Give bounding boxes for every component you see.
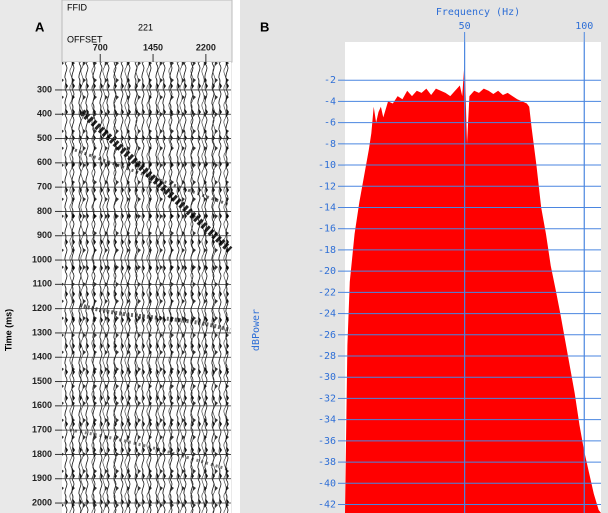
x-axis-label: Frequency (Hz) [436,7,520,18]
y-tick-label: -8 [324,139,336,150]
y-tick-label: 1700 [32,425,52,435]
x-tick-label: 50 [459,21,471,32]
y-tick-label: 800 [37,206,52,216]
y-tick-label: 700 [37,182,52,192]
y-tick-label: -26 [318,330,336,341]
y-tick-label: 1500 [32,376,52,386]
seismic-event [79,109,233,253]
y-tick-label: 500 [37,133,52,143]
y-tick-label: -38 [318,457,336,468]
y-axis-label: Time (ms) [3,309,13,351]
y-tick-label: -36 [318,436,336,447]
y-tick-label: 1300 [32,327,52,337]
y-tick-label: -6 [324,118,336,129]
seismic-event [69,428,231,472]
y-tick-label: -30 [318,372,336,383]
y-tick-label: 300 [37,84,52,94]
x-tick-label: 100 [575,21,593,32]
y-tick-label: 2000 [32,497,52,507]
y-tick-label: 1200 [32,303,52,313]
y-tick-label: 1400 [32,352,52,362]
y-tick-label: -28 [318,351,336,362]
x-tick-label: 1450 [143,42,163,52]
y-tick-label: -12 [318,181,336,192]
panel-label: A [35,19,45,34]
y-tick-label: -34 [318,415,336,426]
y-tick-label: -4 [324,96,336,107]
y-tick-label: 1800 [32,449,52,459]
y-tick-label: -32 [318,393,336,404]
y-tick-label: -2 [324,75,336,86]
offset-label: OFFSET [67,34,103,44]
ffid-label: FFID [67,2,87,12]
panel-label: B [260,19,269,34]
y-tick-label: 1900 [32,473,52,483]
y-tick-label: -20 [318,266,336,277]
y-tick-label: -42 [318,500,336,511]
y-tick-label: 1100 [32,279,52,289]
y-tick-label: -10 [318,160,336,171]
y-tick-label: -16 [318,224,336,235]
y-tick-label: -40 [318,478,336,489]
seismic-traces [62,62,231,513]
spectrum-area [345,61,601,513]
y-axis-label: dBPower [251,309,262,351]
x-tick-label: 700 [93,42,108,52]
y-tick-label: -18 [318,245,336,256]
y-tick-label: 900 [37,230,52,240]
y-tick-label: -14 [318,202,336,213]
panel-a-header [61,0,233,63]
y-tick-label: 600 [37,157,52,167]
seismic-event [79,303,231,332]
x-tick-label: 2200 [196,42,216,52]
ffid-value: 221 [138,22,153,32]
y-tick-label: -22 [318,287,336,298]
y-tick-label: 400 [37,109,52,119]
y-tick-label: 1600 [32,400,52,410]
y-tick-label: -24 [318,309,336,320]
y-tick-label: 1000 [32,254,52,264]
